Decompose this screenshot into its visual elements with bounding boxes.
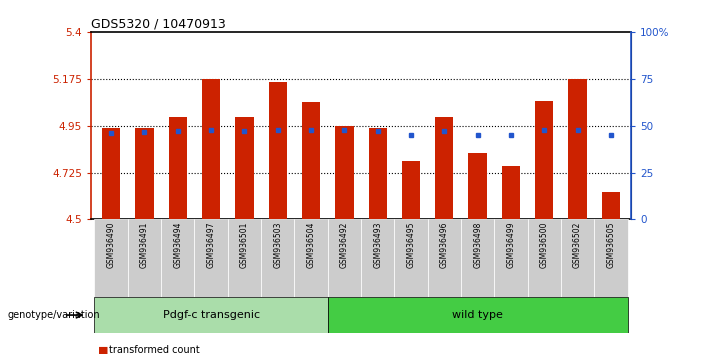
Text: wild type: wild type [452,310,503,320]
Bar [95,297,327,333]
Bar [369,128,387,219]
Text: ■: ■ [98,346,112,354]
Text: GSM936492: GSM936492 [340,222,349,268]
Bar [169,117,187,219]
Bar [468,153,486,219]
Bar [594,219,627,297]
Bar [435,117,454,219]
Bar [395,219,428,297]
Text: GSM936498: GSM936498 [473,222,482,268]
Bar [261,219,294,297]
Text: GSM936496: GSM936496 [440,222,449,268]
Text: GSM936504: GSM936504 [306,222,315,268]
Bar [102,128,121,219]
Bar [128,219,161,297]
Text: GDS5320 / 10470913: GDS5320 / 10470913 [91,18,226,31]
Bar [95,219,128,297]
Bar [294,219,327,297]
Bar [236,117,254,219]
Text: GSM936494: GSM936494 [173,222,182,268]
Bar [528,219,561,297]
Bar [135,128,154,219]
Bar [202,79,220,219]
Bar [327,297,627,333]
Bar [535,101,553,219]
Bar [494,219,528,297]
Text: genotype/variation: genotype/variation [7,310,100,320]
Text: GSM936503: GSM936503 [273,222,283,268]
Bar [428,219,461,297]
Bar [228,219,261,297]
Bar [194,219,228,297]
Bar [161,219,194,297]
Text: GSM936500: GSM936500 [540,222,549,268]
Text: GSM936493: GSM936493 [373,222,382,268]
Bar [569,79,587,219]
Bar [502,166,520,219]
Text: transformed count: transformed count [109,346,199,354]
Bar [302,102,320,219]
Text: GSM936497: GSM936497 [207,222,216,268]
Bar [402,161,420,219]
Bar [268,82,287,219]
Text: GSM936502: GSM936502 [573,222,582,268]
Bar [461,219,494,297]
Text: GSM936495: GSM936495 [407,222,416,268]
Text: GSM936491: GSM936491 [140,222,149,268]
Bar [327,219,361,297]
Text: GSM936499: GSM936499 [506,222,515,268]
Text: GSM936490: GSM936490 [107,222,116,268]
Bar [335,126,353,219]
Text: GSM936501: GSM936501 [240,222,249,268]
Bar [601,192,620,219]
Bar [561,219,594,297]
Text: Pdgf-c transgenic: Pdgf-c transgenic [163,310,259,320]
Bar [361,219,395,297]
Text: GSM936505: GSM936505 [606,222,615,268]
